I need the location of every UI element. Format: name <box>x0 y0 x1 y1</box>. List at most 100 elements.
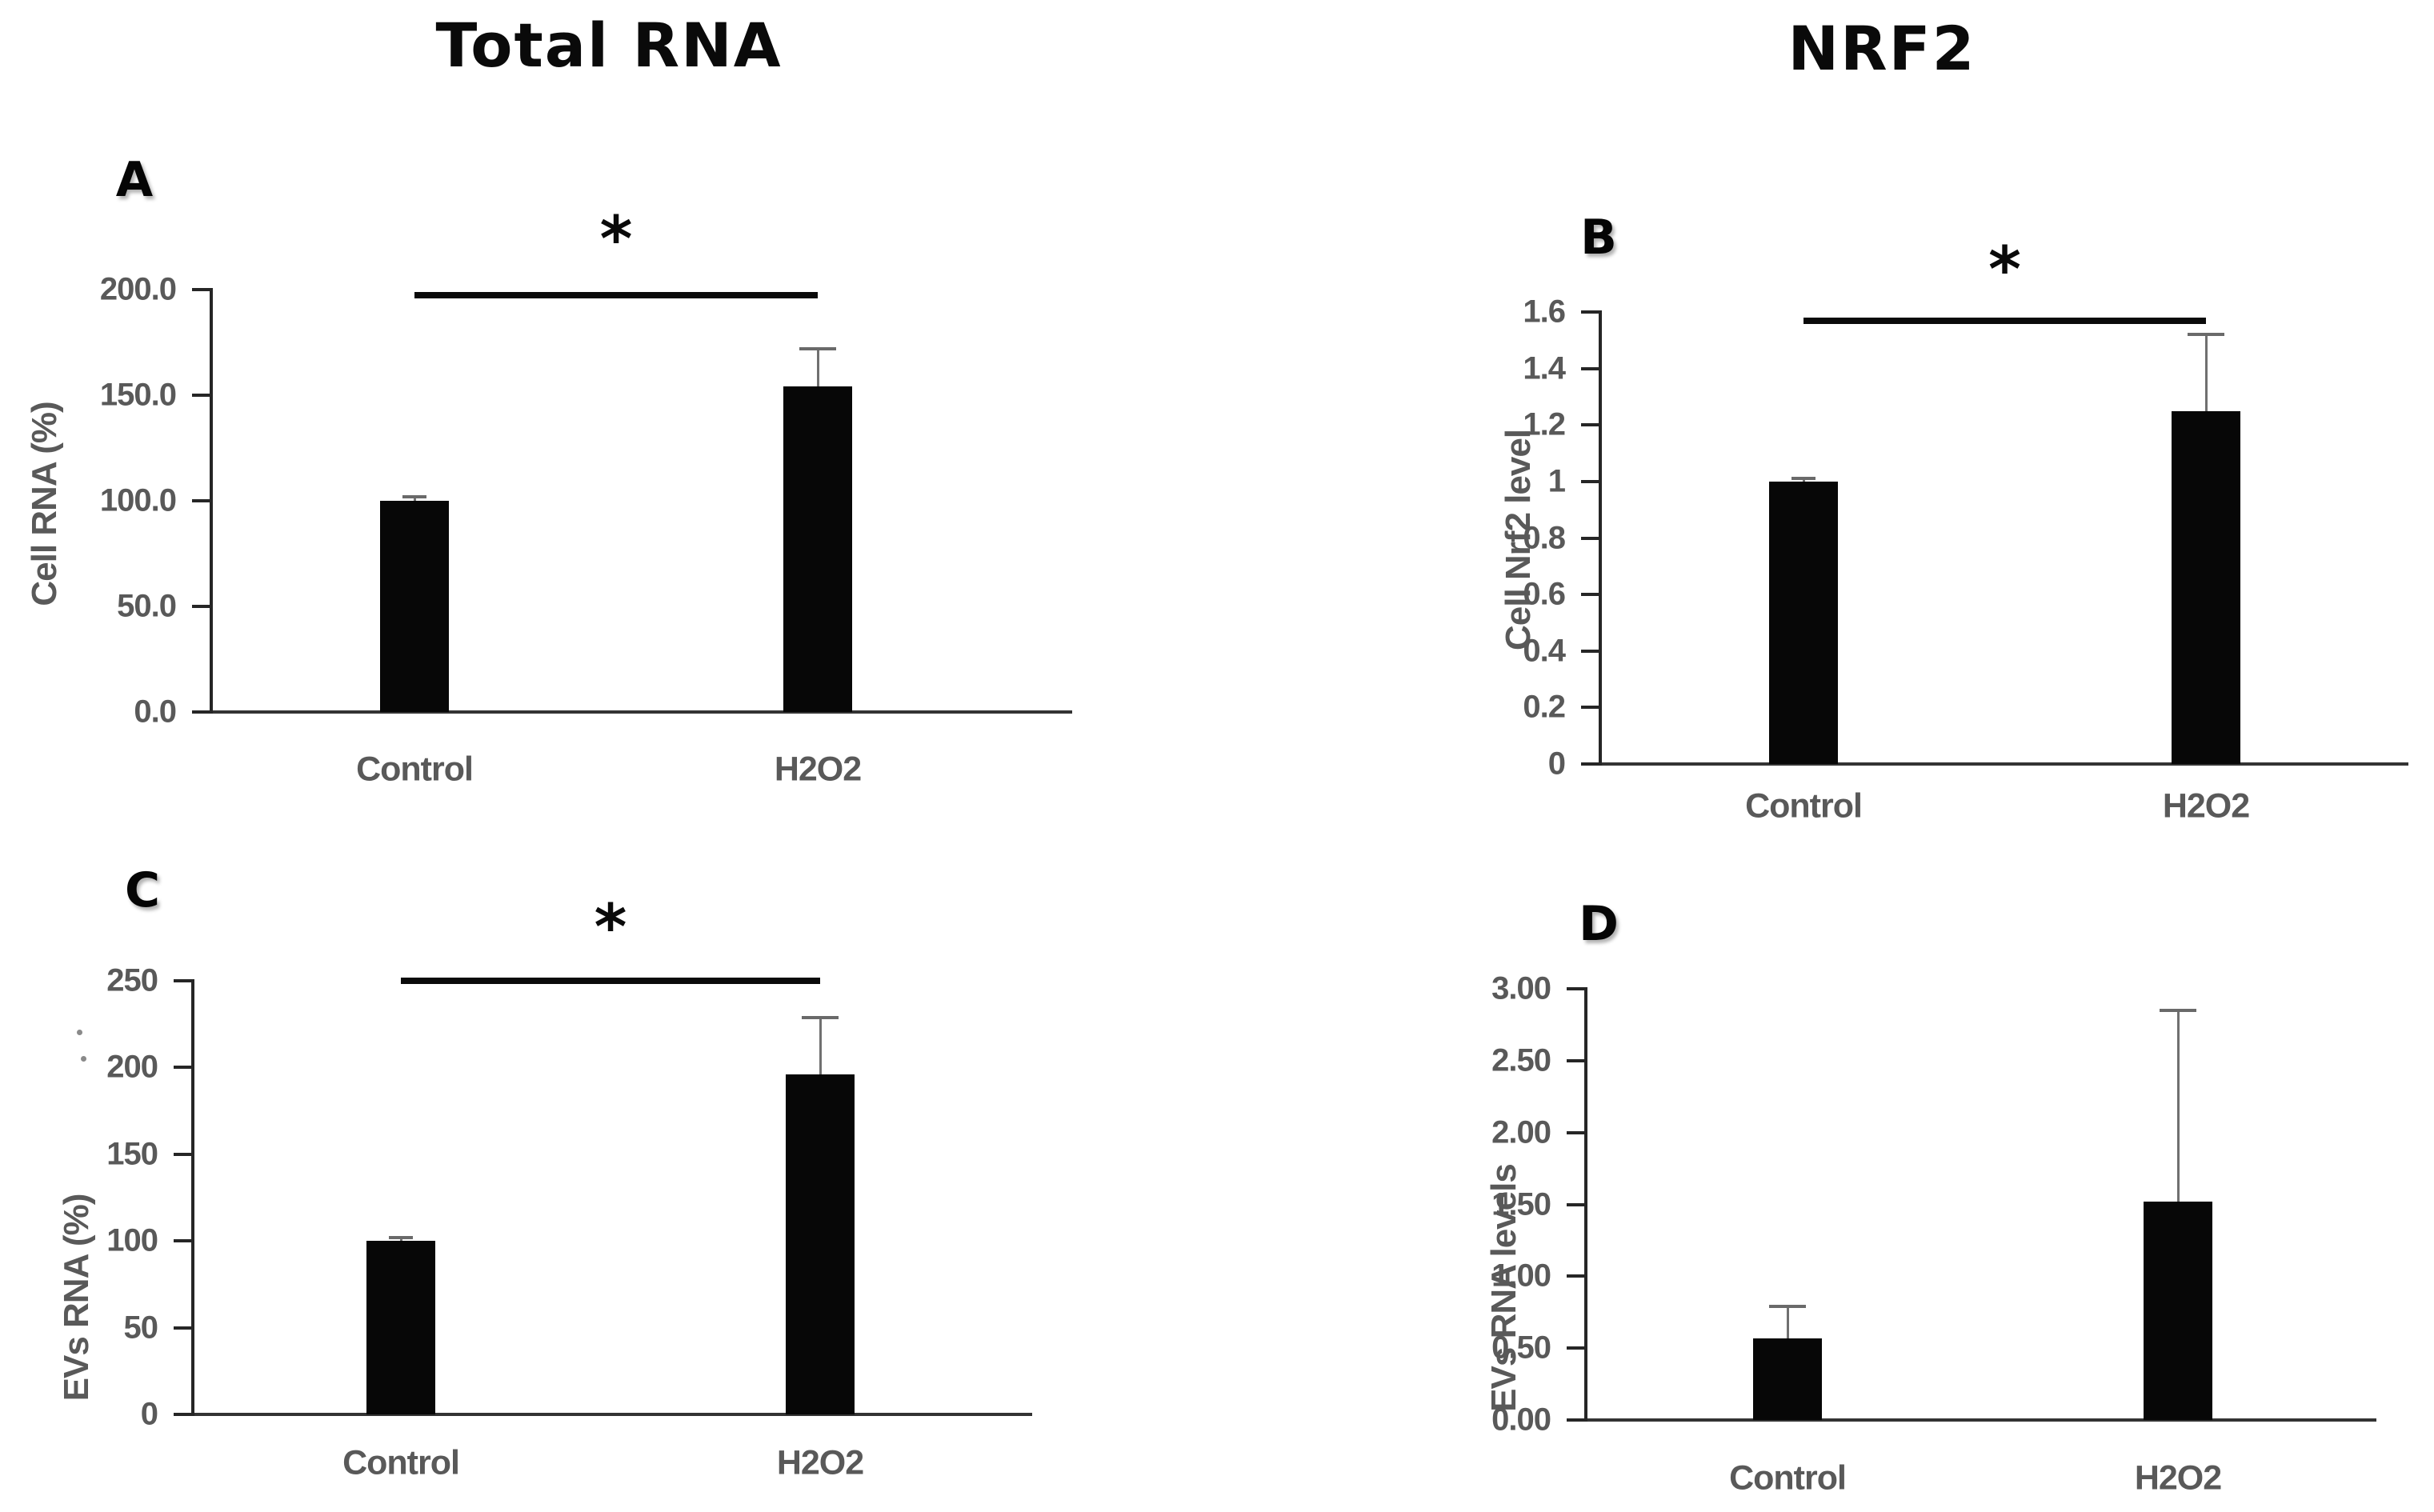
y-tick-label: 0.50 <box>1491 1330 1551 1366</box>
bar-h2o2 <box>786 1074 855 1414</box>
y-tick-mark <box>1581 310 1599 314</box>
y-tick-label: 1.2 <box>1523 406 1566 442</box>
y-tick-label: 150.0 <box>99 377 177 413</box>
error-bar-cap <box>1769 1305 1806 1309</box>
bar-control <box>1769 481 1838 764</box>
x-axis-line <box>194 1413 1032 1416</box>
significance-line <box>1803 318 2206 325</box>
error-bar-cap <box>799 346 836 350</box>
y-tick-label: 0.00 <box>1491 1402 1551 1438</box>
x-axis-line <box>1602 762 2408 766</box>
error-bar-whisker <box>2204 334 2208 411</box>
y-tick-label: 50 <box>123 1310 159 1346</box>
speck-artifact <box>77 1030 82 1035</box>
y-tick-mark <box>1581 366 1599 370</box>
error-bar-cap <box>2160 1008 2196 1012</box>
y-axis-line <box>210 288 213 714</box>
y-tick-label: 0.4 <box>1523 633 1566 669</box>
y-tick-label: 0.8 <box>1523 520 1566 555</box>
significance-asterisk: * <box>1988 234 2021 307</box>
y-tick-mark <box>1567 1418 1584 1422</box>
y-axis-line <box>1599 310 1602 766</box>
y-tick-mark <box>174 1413 191 1416</box>
error-bar-cap <box>389 1235 413 1239</box>
y-tick-mark <box>1581 536 1599 540</box>
panel-letter-A: A <box>115 152 154 208</box>
y-tick-label: 0.6 <box>1523 576 1566 612</box>
y-tick-mark <box>1567 1130 1584 1134</box>
speck-artifact <box>81 1056 86 1062</box>
column-title-total-rna: Total RNA <box>435 10 783 81</box>
category-label-h2o2: H2O2 <box>2162 786 2250 826</box>
y-tick-label: 200.0 <box>99 271 177 307</box>
category-label-h2o2: H2O2 <box>774 750 862 789</box>
y-tick-mark <box>1567 1346 1584 1350</box>
y-tick-mark <box>174 1152 191 1156</box>
y-tick-mark <box>174 979 191 982</box>
bar-h2o2 <box>2144 1201 2212 1420</box>
y-tick-mark <box>174 1326 191 1330</box>
y-tick-label: 250 <box>106 962 158 998</box>
y-tick-mark <box>1581 649 1599 653</box>
y-tick-label: 1.4 <box>1523 350 1566 386</box>
bar-control <box>366 1241 435 1414</box>
x-axis-line <box>213 710 1072 714</box>
y-tick-mark <box>192 288 210 291</box>
category-label-h2o2: H2O2 <box>2134 1458 2222 1498</box>
y-tick-mark <box>1581 762 1599 766</box>
category-label-control: Control <box>342 1443 460 1482</box>
y-tick-mark <box>192 710 210 714</box>
error-bar-cap <box>802 1015 839 1019</box>
bar-h2o2 <box>2172 410 2240 764</box>
error-bar-whisker <box>399 1237 402 1242</box>
y-tick-label: 150 <box>106 1136 158 1172</box>
significance-line <box>401 977 820 984</box>
error-bar-whisker <box>1786 1306 1789 1338</box>
bar-h2o2 <box>783 386 852 712</box>
y-tick-label: 0.2 <box>1523 689 1566 725</box>
error-bar-cap <box>1791 477 1815 481</box>
y-tick-mark <box>1581 479 1599 483</box>
y-tick-label: 2.00 <box>1491 1114 1551 1150</box>
y-tick-mark <box>1567 987 1584 990</box>
category-label-h2o2: H2O2 <box>776 1443 864 1482</box>
significance-asterisk: * <box>599 203 633 276</box>
y-tick-mark <box>1581 593 1599 597</box>
y-tick-mark <box>1567 1202 1584 1206</box>
y-tick-mark <box>174 1066 191 1070</box>
error-bar-whisker <box>2176 1010 2180 1202</box>
y-tick-label: 100 <box>106 1222 158 1258</box>
error-bar-cap <box>402 494 426 498</box>
y-tick-label: 1.50 <box>1491 1186 1551 1222</box>
column-title-nrf2: NRF2 <box>1787 13 1976 84</box>
bar-control <box>1753 1338 1822 1420</box>
significance-line <box>414 291 818 298</box>
category-label-control: Control <box>1745 786 1863 826</box>
panel-letter-C: C <box>124 862 161 918</box>
error-bar-cap <box>2188 333 2224 337</box>
y-tick-mark <box>192 499 210 502</box>
significance-asterisk: * <box>594 891 627 964</box>
error-bar-whisker <box>819 1017 822 1075</box>
y-tick-label: 1.6 <box>1523 294 1566 330</box>
x-axis-line <box>1587 1418 2376 1422</box>
y-tick-label: 1 <box>1547 463 1566 499</box>
y-tick-mark <box>1567 1274 1584 1278</box>
y-axis-line <box>191 979 194 1416</box>
bar-control <box>380 501 449 712</box>
category-label-control: Control <box>1729 1458 1847 1498</box>
y-tick-label: 0 <box>1547 746 1566 782</box>
y-tick-label: 100.0 <box>99 482 177 518</box>
y-tick-label: 0.0 <box>134 694 177 730</box>
error-bar-whisker <box>816 348 819 387</box>
category-label-control: Control <box>356 750 474 789</box>
y-tick-label: 1.00 <box>1491 1258 1551 1294</box>
y-tick-label: 50.0 <box>117 588 177 624</box>
y-axis-line <box>1584 987 1587 1422</box>
y-tick-mark <box>1581 706 1599 710</box>
y-tick-label: 3.00 <box>1491 970 1551 1006</box>
y-tick-mark <box>192 394 210 397</box>
y-tick-label: 200 <box>106 1049 158 1085</box>
panel-letter-D: D <box>1579 896 1619 952</box>
